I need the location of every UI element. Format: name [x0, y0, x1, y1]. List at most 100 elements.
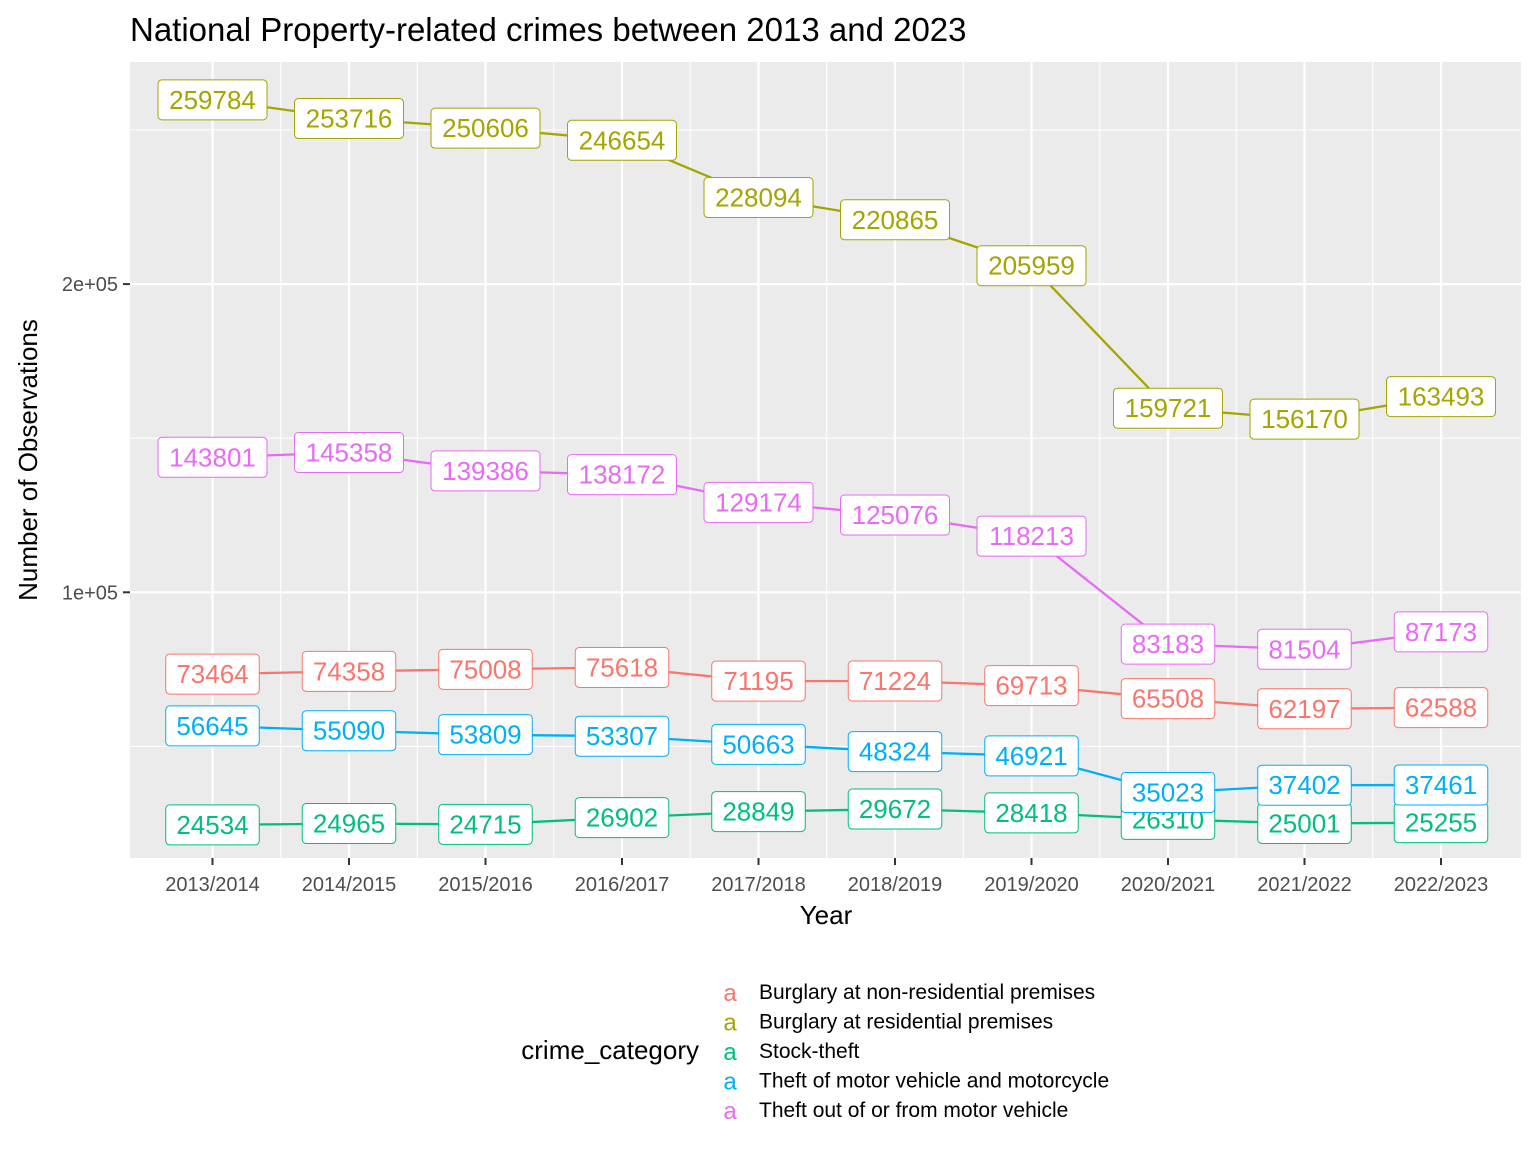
data-label: 129174 [703, 481, 814, 523]
data-label-text: 25255 [1405, 808, 1477, 838]
data-label-text: 28418 [995, 798, 1067, 828]
data-label: 220865 [840, 199, 950, 241]
x-tick-label: 2020/2021 [1121, 874, 1216, 896]
data-label: 125076 [840, 494, 950, 536]
data-label-box [984, 665, 1079, 707]
x-tick-label: 2018/2019 [848, 874, 943, 896]
data-label-text: 159721 [1125, 393, 1212, 423]
x-tick-label: 2014/2015 [302, 874, 397, 896]
data-label: 62197 [1257, 688, 1352, 730]
data-label-text: 125076 [852, 500, 939, 530]
data-label-text: 205959 [988, 251, 1075, 281]
data-label-text: 48324 [859, 737, 931, 767]
x-tick-label: 2019/2020 [984, 874, 1079, 896]
data-labels: 73464 74358 75008 75618 71195 71224 69713 65508… [157, 79, 1496, 846]
data-label: 24715 [438, 803, 533, 845]
data-label-text: 53307 [586, 721, 658, 751]
data-label-text: 26902 [586, 803, 658, 833]
data-label: 28849 [711, 791, 806, 833]
data-label: 118213 [976, 515, 1087, 557]
data-label: 26902 [574, 797, 670, 839]
data-label-box [157, 436, 268, 478]
data-label: 46921 [984, 735, 1079, 777]
data-label-text: 138172 [579, 460, 666, 490]
legend-label: Theft of motor vehicle and motorcycle [759, 1070, 1109, 1093]
data-label-box [840, 199, 950, 241]
data-label: 62588 [1393, 687, 1489, 729]
data-label-box [438, 803, 533, 845]
data-label: 228094 [703, 177, 814, 219]
data-label-text: 75008 [449, 654, 521, 684]
data-label-text: 129174 [715, 487, 802, 517]
data-label-text: 46921 [995, 741, 1067, 771]
data-label-text: 139386 [442, 456, 529, 486]
data-label-box [703, 177, 814, 219]
data-label-box [711, 791, 806, 833]
data-label-box [1393, 687, 1489, 729]
data-label-box [567, 119, 677, 161]
data-label: 138172 [567, 454, 677, 496]
series-lines [212, 98, 1442, 827]
data-label-text: 62197 [1268, 694, 1340, 724]
data-label-text: 69713 [995, 671, 1067, 701]
data-label: 65508 [1120, 678, 1216, 720]
data-label: 55090 [301, 710, 397, 752]
data-label-box [574, 797, 670, 839]
data-label-box [1257, 764, 1352, 806]
data-label-text: 65508 [1132, 684, 1204, 714]
axes: 1e+05 2e+05 2013/2014 2014/2015 2015/2016 201… [62, 274, 1488, 896]
data-label-text: 24715 [449, 809, 521, 839]
data-label: 156170 [1249, 398, 1360, 440]
legend: crime_category a Burglary at non-resident… [521, 980, 1109, 1125]
data-label-text: 56645 [176, 711, 248, 741]
data-label: 35023 [1120, 772, 1216, 814]
data-label-text: 250606 [442, 113, 529, 143]
data-label: 145358 [294, 432, 404, 474]
data-label: 139386 [430, 450, 541, 492]
data-label-box [165, 804, 260, 846]
data-label: 143801 [157, 436, 268, 478]
x-tick-label: 2015/2016 [438, 874, 533, 896]
data-label: 246654 [567, 119, 677, 161]
data-label: 53307 [574, 715, 670, 757]
data-label: 74358 [301, 650, 397, 692]
data-label-box [567, 454, 677, 496]
data-label-text: 73464 [176, 659, 248, 689]
data-label-text: 145358 [306, 438, 393, 468]
data-label: 25255 [1393, 802, 1489, 844]
series-line [212, 98, 1442, 421]
data-label: 250606 [430, 107, 541, 149]
data-label-box [438, 714, 533, 756]
data-label-text: 28849 [722, 797, 794, 827]
data-label-box [847, 660, 943, 702]
data-label-box [1257, 628, 1352, 670]
data-label-box [165, 705, 260, 747]
data-label-box [1249, 398, 1360, 440]
data-label-text: 228094 [715, 183, 802, 213]
data-label-text: 37402 [1268, 770, 1340, 800]
data-label-box [165, 653, 260, 695]
data-label: 83183 [1120, 623, 1216, 665]
data-label: 37402 [1257, 764, 1352, 806]
data-label: 25001 [1257, 802, 1352, 844]
data-label: 159721 [1113, 387, 1223, 429]
data-label-text: 62588 [1405, 693, 1477, 723]
y-tick-label: 1e+05 [62, 582, 118, 604]
data-label-text: 71195 [723, 666, 793, 696]
data-label-box [301, 803, 397, 845]
data-label-box [430, 107, 541, 149]
data-label: 29672 [847, 788, 943, 830]
legend-label: Theft out of or from motor vehicle [759, 1099, 1068, 1122]
data-label-box [847, 731, 943, 773]
data-label-box [430, 450, 541, 492]
x-tick-label: 2017/2018 [711, 874, 806, 896]
data-label-text: 156170 [1261, 404, 1348, 434]
data-label-text: 87173 [1405, 617, 1477, 647]
data-label: 87173 [1393, 611, 1489, 653]
data-label-box [976, 515, 1087, 557]
series-line [212, 807, 1442, 827]
data-label-text: 163493 [1398, 382, 1485, 412]
data-label-text: 259784 [169, 85, 256, 115]
data-label-box [976, 245, 1087, 287]
